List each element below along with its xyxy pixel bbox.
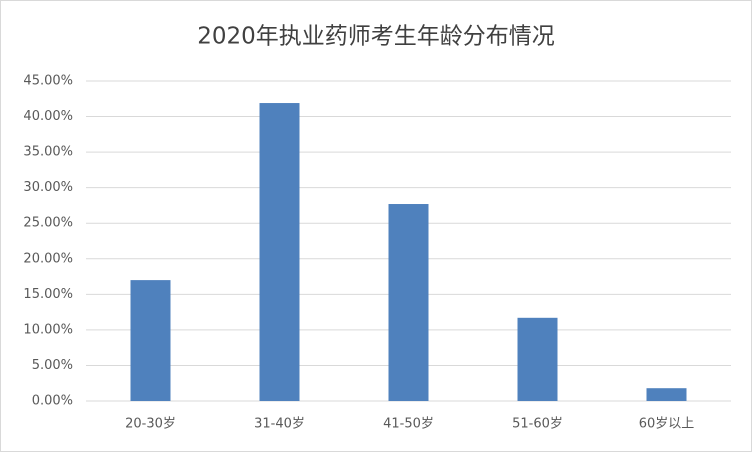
- x-tick-label: 31-40岁: [254, 417, 305, 432]
- y-tick-label: 30.00%: [23, 180, 73, 195]
- y-tick-label: 20.00%: [23, 251, 73, 266]
- bar: [259, 103, 300, 402]
- y-tick-label: 25.00%: [23, 216, 73, 231]
- y-tick-label: 10.00%: [23, 322, 73, 337]
- y-tick-label: 40.00%: [23, 109, 73, 124]
- y-tick-label: 0.00%: [32, 394, 73, 409]
- x-tick-label: 41-50岁: [383, 417, 434, 432]
- bar: [517, 317, 558, 401]
- bar: [130, 280, 171, 401]
- chart-title: 2020年执业药师考生年龄分布情况: [197, 24, 555, 50]
- y-tick-label: 5.00%: [32, 358, 73, 373]
- y-tick-label: 15.00%: [23, 287, 73, 302]
- y-tick-label: 35.00%: [23, 145, 73, 160]
- bar: [646, 388, 687, 401]
- y-tick-label: 45.00%: [23, 74, 73, 89]
- x-tick-label: 20-30岁: [125, 417, 176, 432]
- x-tick-label: 60岁以上: [639, 417, 695, 432]
- x-tick-label: 51-60岁: [512, 417, 563, 432]
- bar: [388, 204, 429, 401]
